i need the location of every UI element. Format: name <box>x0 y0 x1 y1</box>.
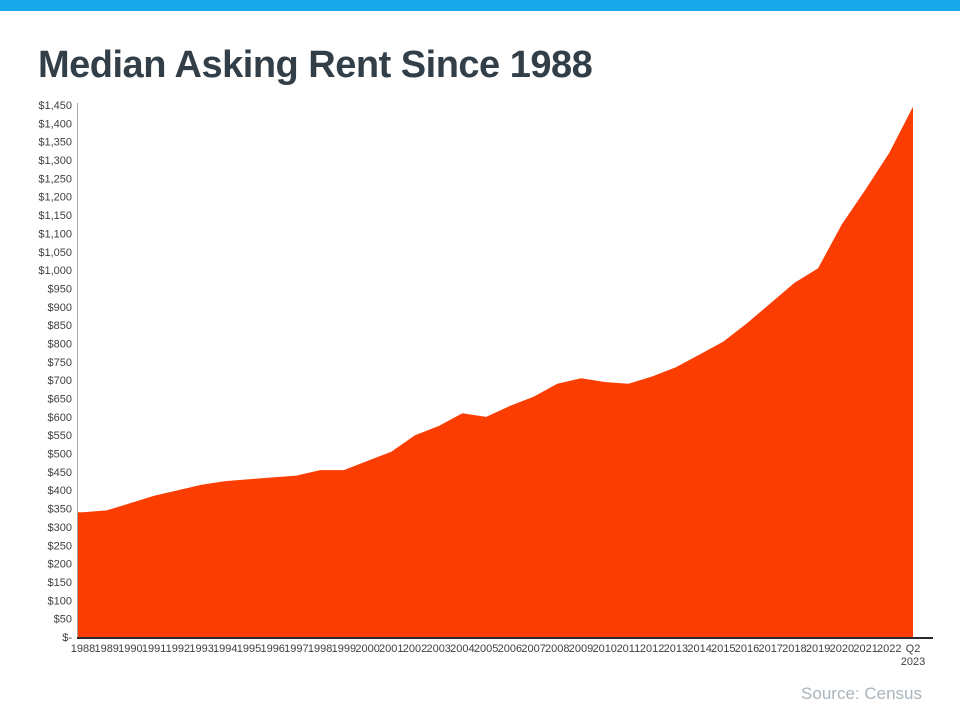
y-tick-label: $50 <box>54 614 72 626</box>
x-tick-label: 2003 <box>426 643 450 655</box>
y-tick-label: $800 <box>48 339 72 351</box>
y-tick-label: $1,400 <box>38 118 72 130</box>
x-tick-label: 1993 <box>189 643 213 655</box>
x-tick-label: 1992 <box>166 643 190 655</box>
x-tick-label: 2022 <box>877 643 901 655</box>
x-tick-label: 2002 <box>403 643 427 655</box>
y-tick-label: $1,250 <box>38 173 72 185</box>
y-tick-label: $750 <box>48 357 72 369</box>
y-tick-label: $1,050 <box>38 247 72 259</box>
y-tick-label: $200 <box>48 559 72 571</box>
y-tick-label: $1,450 <box>38 100 72 112</box>
x-tick-label: 1990 <box>118 643 142 655</box>
x-tick-label: Q2 <box>906 643 921 655</box>
x-tick-label: 2009 <box>569 643 593 655</box>
x-tick-label: 2019 <box>806 643 830 655</box>
x-tick-label: 2012 <box>640 643 664 655</box>
y-axis-labels: $- $50 $100 $150 $200 $250 $300 $350 $400 $450 $50… <box>38 100 72 644</box>
y-tick-label: $- <box>62 632 72 644</box>
y-tick-label: $1,200 <box>38 192 72 204</box>
x-tick-label: 1996 <box>260 643 284 655</box>
x-tick-label: 1991 <box>142 643 166 655</box>
x-tick-label: 2014 <box>687 643 711 655</box>
x-tick-label: 1989 <box>94 643 118 655</box>
y-tick-label: $400 <box>48 485 72 497</box>
y-tick-label: $1,150 <box>38 210 72 222</box>
rent-area-series <box>77 106 913 638</box>
x-tick-label: 2013 <box>664 643 688 655</box>
x-tick-label: 2010 <box>592 643 616 655</box>
source-caption: Source: Census <box>801 684 922 703</box>
y-tick-label: $100 <box>48 595 72 607</box>
x-tick-label: 2001 <box>379 643 403 655</box>
y-tick-label: $900 <box>48 302 72 314</box>
x-tick-label: 1995 <box>237 643 261 655</box>
y-tick-label: $450 <box>48 467 72 479</box>
x-tick-label: 1997 <box>284 643 308 655</box>
x-tick-label: 2023 <box>901 656 925 668</box>
y-tick-label: $1,300 <box>38 155 72 167</box>
y-tick-label: $550 <box>48 430 72 442</box>
y-tick-label: $1,100 <box>38 228 72 240</box>
page-title: Median Asking Rent Since 1988 <box>38 44 593 86</box>
x-tick-label: 1994 <box>213 643 237 655</box>
y-tick-label: $150 <box>48 577 72 589</box>
x-tick-label: 2020 <box>830 643 854 655</box>
x-tick-label: 2021 <box>853 643 877 655</box>
y-tick-label: $250 <box>48 540 72 552</box>
x-tick-label: 1988 <box>71 643 95 655</box>
y-tick-label: $300 <box>48 522 72 534</box>
x-tick-label: 2006 <box>498 643 522 655</box>
x-axis-labels: 1988 1989 1990 1991 1992 1993 1994 1995 1996 1997… <box>71 643 925 668</box>
y-tick-label: $950 <box>48 283 72 295</box>
x-tick-label: 2011 <box>617 643 641 655</box>
x-tick-label: 2004 <box>450 643 474 655</box>
y-tick-label: $1,000 <box>38 265 72 277</box>
x-tick-label: 2007 <box>521 643 545 655</box>
x-tick-label: 2016 <box>735 643 759 655</box>
x-tick-label: 2008 <box>545 643 569 655</box>
x-tick-label: 2015 <box>711 643 735 655</box>
y-tick-label: $700 <box>48 375 72 387</box>
x-tick-label: 2018 <box>782 643 806 655</box>
y-tick-label: $1,350 <box>38 137 72 149</box>
y-tick-label: $850 <box>48 320 72 332</box>
y-tick-label: $500 <box>48 449 72 461</box>
x-tick-label: 2000 <box>355 643 379 655</box>
y-tick-label: $600 <box>48 412 72 424</box>
y-tick-label: $350 <box>48 504 72 516</box>
y-tick-label: $650 <box>48 394 72 406</box>
x-tick-label: 2017 <box>758 643 782 655</box>
top-accent-bar <box>0 0 960 11</box>
x-tick-label: 1999 <box>332 643 356 655</box>
x-tick-label: 2005 <box>474 643 498 655</box>
x-tick-label: 1998 <box>308 643 332 655</box>
